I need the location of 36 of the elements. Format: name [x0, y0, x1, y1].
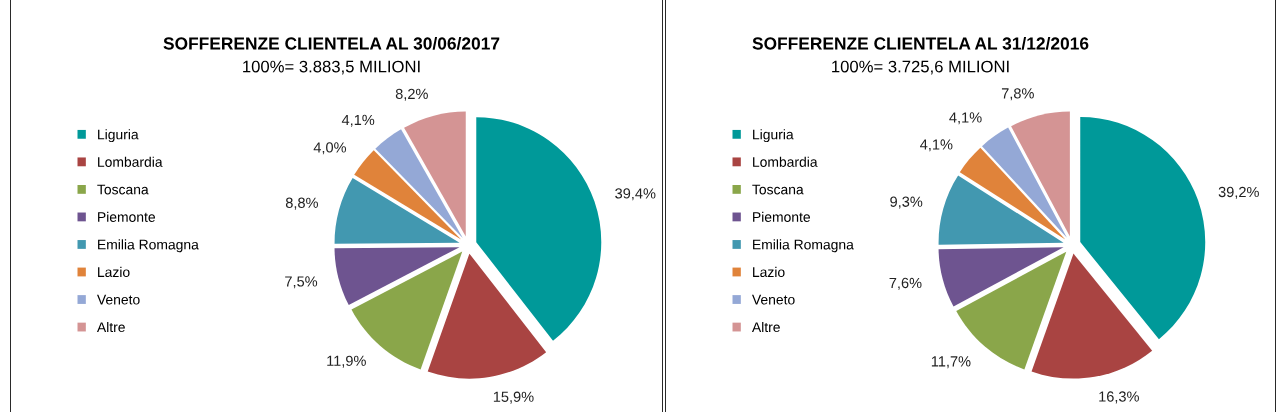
legend-label: Emilia Romagna [98, 239, 199, 253]
data-label: 16,3% [1099, 391, 1139, 404]
legend-label: Lombardia [753, 156, 818, 167]
legend-label: Piemonte [98, 211, 155, 222]
legend-label: Lazio [98, 266, 130, 278]
data-label: 4,1% [920, 139, 953, 152]
data-label: 15,9% [493, 391, 534, 404]
data-label: 9,3% [890, 196, 923, 209]
data-label: 4,1% [949, 112, 982, 125]
legend-label: Lombardia [98, 156, 163, 167]
legend-label: Liguria [98, 129, 139, 143]
data-label: 4,1% [341, 114, 375, 127]
legend-label: Altre [96, 321, 125, 333]
data-label: 7,8% [1001, 88, 1034, 101]
chart-subtitle: 100%= 3.883,5 MILIONI [243, 60, 420, 75]
chart-title: SOFFERENZE CLIENTELA AL 30/06/2017 [163, 36, 500, 50]
legend-label: Lazio [753, 266, 785, 278]
data-label: 39,2% [1218, 186, 1259, 199]
legend-label: Veneto [752, 294, 795, 305]
data-label: 11,9% [327, 355, 366, 368]
legend-label: Altre [751, 321, 780, 333]
data-label: 11,7% [931, 356, 971, 369]
data-label: 4,0% [313, 142, 347, 155]
legend-label: Toscana [752, 184, 804, 195]
chart-title: SOFFERENZE CLIENTELA AL 31/12/2016 [752, 36, 1089, 50]
data-label: 7,5% [285, 276, 318, 289]
legend-label: Veneto [97, 294, 140, 305]
chart-subtitle: 100%= 3.725,6 MILIONI [832, 60, 1009, 75]
legend-label: Liguria [753, 129, 794, 143]
data-label: 39,4% [615, 188, 656, 201]
data-label: 7,6% [889, 277, 922, 290]
data-label: 8,8% [285, 197, 318, 210]
legend-label: Emilia Romagna [753, 239, 854, 253]
legend-label: Toscana [97, 184, 149, 195]
data-label: 8,2% [395, 88, 428, 101]
legend-label: Piemonte [753, 211, 810, 222]
